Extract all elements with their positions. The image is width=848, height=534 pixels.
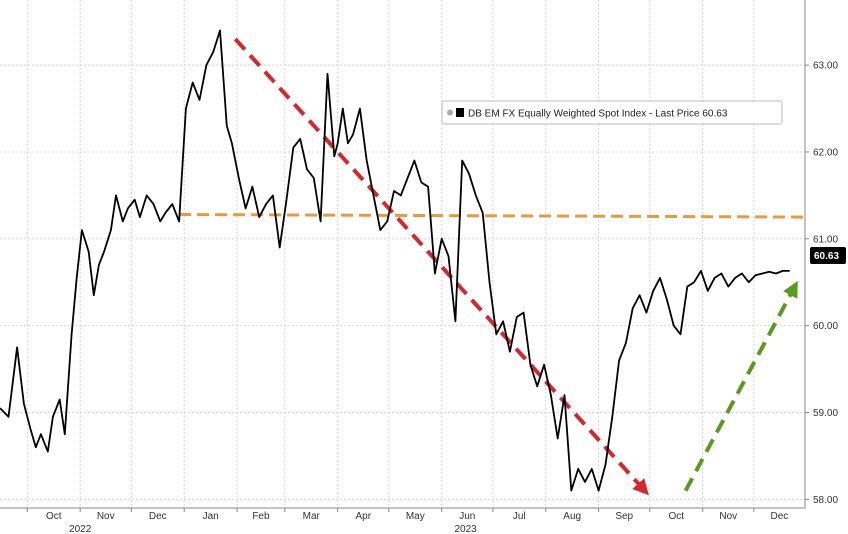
resistance-line (179, 212, 806, 219)
x-tick-label: Sep (615, 511, 633, 522)
x-tick-label: Apr (355, 511, 371, 522)
x-tick-label: Feb (252, 511, 270, 522)
x-year-label: 2023 (454, 524, 477, 534)
legend: DB EM FX Equally Weighted Spot Index - L… (441, 100, 783, 125)
series-line (0, 29, 790, 492)
x-tick-label: Nov (97, 511, 115, 522)
x-tick-label: Oct (668, 511, 684, 522)
x-tick-label: Mar (303, 511, 321, 522)
grid (0, 0, 805, 508)
last-price-badge (810, 247, 846, 264)
x-tick-label: Jun (459, 511, 475, 522)
series-layer (0, 29, 790, 492)
legend-dot-icon (447, 109, 453, 116)
y-tick-label: 60.00 (813, 321, 838, 332)
last-price-tag: 60.63 (810, 247, 846, 264)
x-tick-label: Dec (149, 511, 167, 522)
x-tick-label: Jan (203, 511, 219, 522)
x-axis: Oct Nov Dec Jan Feb Mar Apr May Jun Jul Aug Sep Oct N… (0, 507, 805, 534)
y-tick-label: 58.00 (813, 495, 838, 506)
x-tick-label: Nov (719, 511, 737, 522)
y-axis: 58.00 59.00 60.00 61.00 62.00 63.00 (804, 0, 838, 508)
y-tick-label: 59.00 (813, 408, 838, 419)
annotations (179, 37, 806, 496)
legend-box (441, 100, 783, 125)
y-tick-label: 62.00 (813, 147, 838, 158)
downtrend-arrow (233, 37, 649, 496)
x-tick-label: Oct (46, 511, 62, 522)
x-tick-label: May (406, 511, 425, 522)
uptrend-arrow (683, 280, 798, 492)
x-tick-label: Dec (771, 511, 789, 522)
last-price-value: 60.63 (814, 251, 839, 262)
legend-entry: DB EM FX Equally Weighted Spot Index - L… (468, 109, 728, 120)
x-tick-label: Aug (563, 511, 581, 522)
x-year-label: 2022 (69, 524, 92, 534)
plot-area (0, 0, 805, 508)
y-tick-label: 61.00 (813, 234, 838, 245)
legend-swatch-icon (456, 108, 464, 117)
x-tick-label: Jul (513, 511, 526, 522)
y-tick-label: 63.00 (813, 61, 838, 72)
